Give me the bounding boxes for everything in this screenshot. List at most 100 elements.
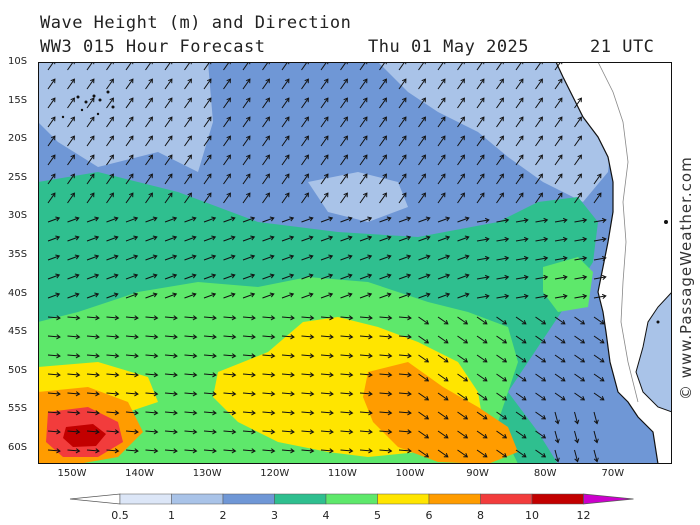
direction-arrow bbox=[145, 411, 158, 414]
direction-arrowhead bbox=[329, 448, 334, 454]
direction-arrow bbox=[515, 354, 527, 363]
direction-arrow bbox=[262, 78, 270, 90]
direction-arrowhead bbox=[445, 273, 451, 279]
direction-arrow bbox=[535, 373, 546, 382]
direction-arrow bbox=[106, 411, 119, 414]
direction-arrowhead bbox=[386, 235, 392, 241]
direction-arrowhead bbox=[460, 116, 465, 122]
direction-arrowhead bbox=[479, 173, 485, 179]
direction-arrowhead bbox=[445, 235, 451, 241]
direction-arrowhead bbox=[173, 372, 178, 378]
direction-arrowhead bbox=[167, 192, 173, 198]
direction-arrow bbox=[593, 257, 606, 261]
direction-arrow bbox=[86, 354, 99, 357]
direction-arrow bbox=[359, 62, 367, 71]
direction-arrowhead bbox=[499, 97, 504, 103]
forecast-time: 21 UTC bbox=[590, 37, 655, 57]
direction-arrow bbox=[67, 236, 79, 242]
direction-arrow bbox=[203, 62, 211, 71]
direction-arrowhead bbox=[382, 154, 387, 160]
forecast-model: WW3 015 Hour Forecast bbox=[40, 37, 266, 57]
direction-arrowhead bbox=[173, 391, 178, 397]
direction-arrowhead bbox=[55, 216, 61, 222]
direction-arrow bbox=[242, 97, 251, 109]
direction-arrowhead bbox=[479, 78, 485, 84]
direction-arrowhead bbox=[387, 410, 393, 416]
direction-arrowhead bbox=[562, 255, 568, 261]
direction-arrow bbox=[184, 135, 192, 147]
direction-arrowhead bbox=[347, 235, 353, 241]
direction-arrowhead bbox=[109, 78, 114, 84]
direction-arrow bbox=[223, 293, 235, 299]
direction-arrow bbox=[437, 354, 449, 363]
direction-arrow bbox=[593, 335, 605, 344]
direction-arrowhead bbox=[523, 293, 529, 299]
direction-arrow bbox=[67, 78, 75, 90]
direction-arrow bbox=[359, 135, 368, 147]
direction-arrowhead bbox=[304, 192, 309, 198]
direction-arrowhead bbox=[284, 154, 290, 160]
ocean-band-1-2m-patch bbox=[308, 172, 408, 222]
direction-arrowhead bbox=[70, 173, 75, 179]
direction-arrowhead bbox=[482, 319, 488, 325]
direction-arrow bbox=[281, 154, 290, 166]
direction-arrowhead bbox=[362, 173, 368, 179]
direction-arrow bbox=[340, 274, 352, 280]
direction-arrowhead bbox=[309, 334, 315, 340]
direction-arrowhead bbox=[245, 116, 251, 122]
direction-arrowhead bbox=[445, 216, 451, 222]
direction-arrowhead bbox=[226, 173, 231, 179]
direction-arrow bbox=[125, 411, 138, 414]
direction-arrow bbox=[106, 335, 119, 338]
direction-arrowhead bbox=[212, 391, 217, 397]
direction-arrow bbox=[47, 217, 60, 223]
direction-arrow bbox=[593, 192, 602, 204]
direction-arrow bbox=[106, 316, 119, 319]
direction-arrowhead bbox=[329, 372, 334, 378]
direction-arrowhead bbox=[382, 192, 387, 198]
direction-arrowhead bbox=[75, 315, 81, 321]
direction-arrowhead bbox=[577, 173, 582, 179]
direction-arrowhead bbox=[464, 292, 470, 298]
direction-arrowhead bbox=[386, 254, 392, 260]
direction-arrowhead bbox=[50, 116, 56, 122]
direction-arrowhead bbox=[343, 116, 348, 122]
direction-arrow bbox=[554, 276, 567, 280]
direction-arrowhead bbox=[153, 372, 159, 378]
direction-arrow bbox=[242, 236, 255, 242]
direction-arrow bbox=[262, 97, 270, 109]
direction-arrow bbox=[67, 293, 79, 299]
direction-arrow bbox=[515, 192, 524, 204]
direction-arrow bbox=[340, 97, 348, 109]
direction-arrowhead bbox=[367, 273, 373, 279]
direction-arrowhead bbox=[114, 334, 120, 340]
direction-arrow bbox=[86, 236, 99, 242]
direction-arrow bbox=[164, 116, 173, 128]
direction-arrow bbox=[320, 78, 329, 90]
direction-arrow bbox=[457, 255, 469, 261]
direction-arrow bbox=[418, 392, 429, 401]
direction-arrow bbox=[86, 154, 95, 166]
direction-arrow bbox=[106, 116, 114, 128]
direction-arrowhead bbox=[499, 135, 504, 141]
direction-arrowhead bbox=[368, 315, 373, 321]
direction-arrow bbox=[340, 335, 353, 338]
direction-arrowhead bbox=[308, 292, 314, 298]
direction-arrowhead bbox=[424, 433, 430, 439]
direction-arrow bbox=[515, 335, 527, 344]
direction-arrow bbox=[574, 219, 587, 223]
direction-arrowhead bbox=[245, 97, 251, 103]
direction-arrowhead bbox=[407, 315, 412, 321]
direction-arrowhead bbox=[463, 338, 469, 344]
direction-arrow bbox=[418, 354, 429, 363]
direction-arrow bbox=[67, 173, 75, 185]
direction-arrowhead bbox=[560, 395, 566, 401]
direction-arrowhead bbox=[290, 448, 295, 454]
map-title: Wave Height (m) and Direction bbox=[40, 13, 352, 33]
direction-arrow bbox=[379, 217, 391, 223]
direction-arrow bbox=[515, 316, 527, 325]
direction-arrow bbox=[203, 373, 216, 376]
direction-arrowhead bbox=[464, 254, 470, 260]
direction-arrow bbox=[359, 154, 368, 166]
lon-tick-130w: 130W bbox=[192, 468, 222, 479]
